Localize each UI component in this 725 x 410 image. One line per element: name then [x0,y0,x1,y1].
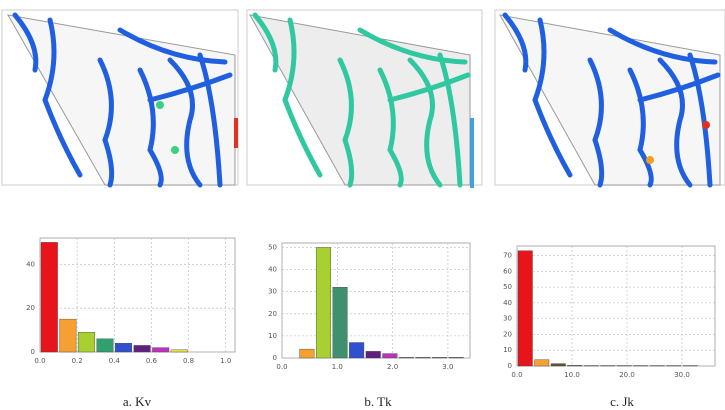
y-tick-label: 0 [508,362,512,370]
bar [59,318,77,353]
bar [315,247,331,359]
x-tick-label: 10.0 [564,371,580,379]
bar [567,365,583,367]
x-tick-label: 0.2 [72,357,83,365]
y-tick-label: 10 [503,346,512,354]
y-tick-label: 50 [268,243,277,251]
plot-frame [281,242,471,359]
x-tick-label: 0.0 [276,363,287,371]
y-tick-label: 50 [503,283,512,291]
bar [365,351,381,359]
y-tick-label: 30 [503,315,512,323]
x-tick-label: 0.4 [109,357,121,365]
bar [550,363,566,367]
y-tick-label: 40 [26,260,35,268]
x-tick-label: 0.8 [183,357,194,365]
y-tick-label: 70 [503,251,512,259]
image-jk [494,9,725,188]
x-tick-label: 20.0 [619,371,635,379]
y-tick-label: 60 [503,267,512,275]
x-tick-label: 0.0 [34,357,45,365]
bar [349,342,365,359]
y-tick-label: 20 [26,304,35,312]
bar [170,349,188,353]
bar [96,338,114,353]
bar [517,250,533,367]
image-tk [246,9,483,188]
plot-frame [516,245,716,367]
panel-images [1,9,725,188]
bar [299,348,315,359]
image-kv [1,9,239,188]
y-tick-label: 0 [273,354,277,362]
bar [415,357,431,359]
y-tick-label: 10 [268,332,277,340]
x-tick-label: 1.0 [220,357,231,365]
bar [432,357,448,359]
caption: c. Jk [610,394,634,409]
y-tick-label: 20 [268,310,277,318]
bar [534,359,550,367]
bar [77,332,95,353]
bar [332,287,348,359]
caption: b. Tk [364,394,392,409]
x-tick-label: 2.0 [387,363,398,371]
bar [152,347,170,353]
x-tick-label: 0.6 [146,357,158,365]
x-tick-label: 30.0 [674,371,690,379]
bar [40,242,58,353]
bar [133,345,151,353]
bar [448,357,464,359]
y-tick-label: 40 [503,299,512,307]
y-tick-label: 0 [31,348,35,356]
bar [398,357,414,359]
y-tick-label: 20 [503,330,512,338]
bar [115,343,133,353]
x-tick-label: 1.0 [332,363,343,371]
y-tick-label: 30 [268,288,277,296]
y-tick-label: 40 [268,266,277,274]
x-tick-label: 3.0 [442,363,453,371]
x-tick-label: 0.0 [511,371,522,379]
caption: a. Kv [123,394,152,409]
bar [382,353,398,359]
